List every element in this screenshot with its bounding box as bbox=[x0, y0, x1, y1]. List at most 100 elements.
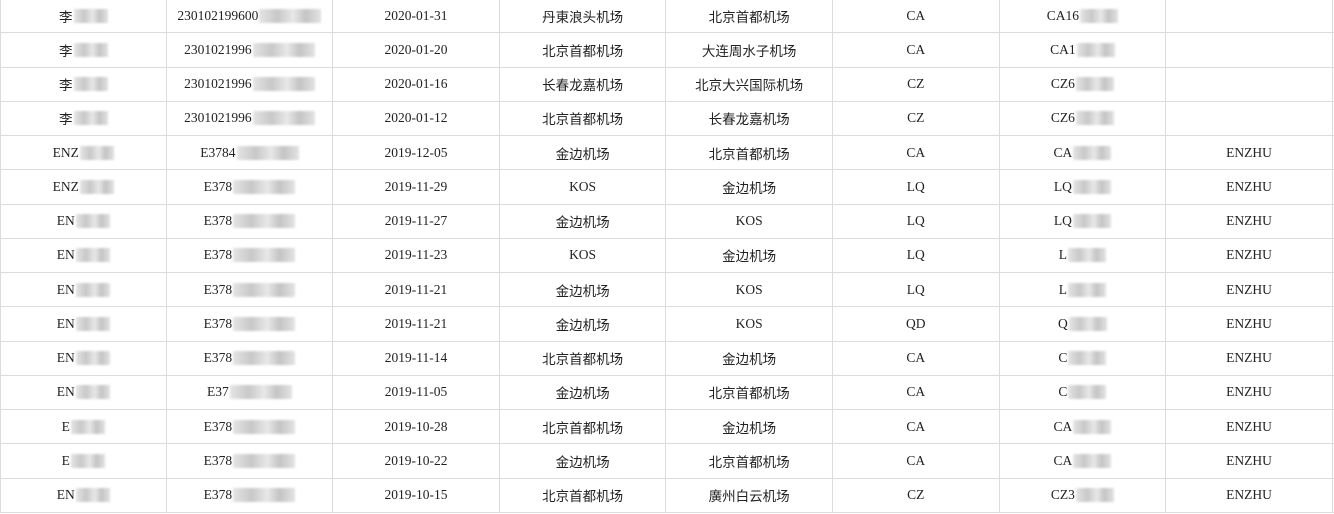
table-cell[interactable]: 李 bbox=[0, 67, 167, 101]
table-cell[interactable]: ENZ bbox=[0, 136, 167, 170]
table-cell[interactable]: 北京首都机场 bbox=[500, 33, 667, 67]
table-cell[interactable]: 北京首都机场 bbox=[666, 136, 833, 170]
table-cell[interactable]: LQ bbox=[1000, 170, 1167, 204]
table-cell[interactable]: KOS bbox=[666, 204, 833, 238]
table-cell[interactable]: CZ6 bbox=[1000, 101, 1167, 135]
table-cell[interactable]: 2019-11-14 bbox=[333, 341, 500, 375]
table-cell[interactable] bbox=[1166, 101, 1333, 135]
table-cell[interactable]: 金边机场 bbox=[500, 136, 667, 170]
table-cell[interactable]: CZ6 bbox=[1000, 67, 1167, 101]
table-cell[interactable] bbox=[1166, 67, 1333, 101]
table-cell[interactable]: E378 bbox=[167, 170, 334, 204]
table-cell[interactable]: KOS bbox=[500, 170, 667, 204]
table-cell[interactable]: CZ bbox=[833, 67, 1000, 101]
table-cell[interactable]: 2019-12-05 bbox=[333, 136, 500, 170]
table-cell[interactable]: E378 bbox=[167, 307, 334, 341]
table-cell[interactable]: 2019-11-27 bbox=[333, 204, 500, 238]
table-cell[interactable]: LQ bbox=[833, 170, 1000, 204]
table-cell[interactable]: E378 bbox=[167, 410, 334, 444]
table-cell[interactable]: KOS bbox=[666, 307, 833, 341]
table-cell[interactable]: E bbox=[0, 444, 167, 478]
table-cell[interactable]: 北京首都机场 bbox=[500, 101, 667, 135]
table-cell[interactable]: CZ bbox=[833, 478, 1000, 512]
table-cell[interactable]: 2020-01-16 bbox=[333, 67, 500, 101]
table-cell[interactable]: 2301021996 bbox=[167, 67, 334, 101]
table-cell[interactable]: CZ bbox=[833, 101, 1000, 135]
table-cell[interactable]: 丹東浪头机场 bbox=[500, 0, 667, 33]
table-cell[interactable]: 李 bbox=[0, 0, 167, 33]
table-cell[interactable]: 金边机场 bbox=[500, 375, 667, 409]
table-cell[interactable] bbox=[1166, 33, 1333, 67]
table-cell[interactable]: EN bbox=[0, 238, 167, 272]
table-cell[interactable]: 2019-10-22 bbox=[333, 444, 500, 478]
table-cell[interactable]: EN bbox=[0, 307, 167, 341]
table-cell[interactable]: 李 bbox=[0, 33, 167, 67]
table-cell[interactable]: CA bbox=[833, 444, 1000, 478]
table-cell[interactable]: ENZHU bbox=[1166, 136, 1333, 170]
table-cell[interactable]: ENZ bbox=[0, 170, 167, 204]
table-cell[interactable]: CA1 bbox=[1000, 33, 1167, 67]
table-cell[interactable]: L bbox=[1000, 273, 1167, 307]
table-cell[interactable]: 北京大兴国际机场 bbox=[666, 67, 833, 101]
table-cell[interactable]: 2301021996 bbox=[167, 101, 334, 135]
table-cell[interactable]: E3784 bbox=[167, 136, 334, 170]
table-cell[interactable]: KOS bbox=[500, 238, 667, 272]
table-cell[interactable]: CA bbox=[833, 341, 1000, 375]
table-cell[interactable]: ENZHU bbox=[1166, 273, 1333, 307]
table-cell[interactable]: CA16 bbox=[1000, 0, 1167, 33]
table-cell[interactable]: 北京首都机场 bbox=[666, 375, 833, 409]
table-cell[interactable]: 2019-11-21 bbox=[333, 307, 500, 341]
table-cell[interactable]: LQ bbox=[833, 238, 1000, 272]
table-cell[interactable]: ENZHU bbox=[1166, 375, 1333, 409]
table-cell[interactable]: LQ bbox=[833, 273, 1000, 307]
table-cell[interactable]: ENZHU bbox=[1166, 410, 1333, 444]
table-cell[interactable]: CA bbox=[833, 410, 1000, 444]
table-cell[interactable]: E378 bbox=[167, 478, 334, 512]
table-cell[interactable]: QD bbox=[833, 307, 1000, 341]
table-cell[interactable]: LQ bbox=[833, 204, 1000, 238]
table-cell[interactable]: ENZHU bbox=[1166, 444, 1333, 478]
table-cell[interactable]: EN bbox=[0, 273, 167, 307]
table-cell[interactable]: CA bbox=[1000, 444, 1167, 478]
table-cell[interactable]: 金边机场 bbox=[500, 273, 667, 307]
table-cell[interactable]: E378 bbox=[167, 273, 334, 307]
table-cell[interactable]: ENZHU bbox=[1166, 204, 1333, 238]
table-cell[interactable]: 北京首都机场 bbox=[666, 0, 833, 33]
table-cell[interactable]: 2019-11-23 bbox=[333, 238, 500, 272]
table-cell[interactable]: EN bbox=[0, 375, 167, 409]
table-cell[interactable]: 金边机场 bbox=[500, 444, 667, 478]
table-cell[interactable]: 廣州白云机场 bbox=[666, 478, 833, 512]
table-cell[interactable]: 北京首都机场 bbox=[500, 410, 667, 444]
table-cell[interactable]: ENZHU bbox=[1166, 170, 1333, 204]
table-cell[interactable]: 大连周水子机场 bbox=[666, 33, 833, 67]
table-cell[interactable]: 2019-11-21 bbox=[333, 273, 500, 307]
table-cell[interactable]: C bbox=[1000, 341, 1167, 375]
table-cell[interactable]: E378 bbox=[167, 444, 334, 478]
table-cell[interactable]: 2019-10-15 bbox=[333, 478, 500, 512]
table-cell[interactable]: ENZHU bbox=[1166, 307, 1333, 341]
table-cell[interactable]: 李 bbox=[0, 101, 167, 135]
table-cell[interactable]: 金边机场 bbox=[666, 170, 833, 204]
table-cell[interactable]: Q bbox=[1000, 307, 1167, 341]
table-cell[interactable]: CZ3 bbox=[1000, 478, 1167, 512]
table-cell[interactable]: E378 bbox=[167, 238, 334, 272]
table-cell[interactable]: 北京首都机场 bbox=[500, 341, 667, 375]
table-cell[interactable]: 2301021996 bbox=[167, 33, 334, 67]
table-cell[interactable]: 金边机场 bbox=[500, 307, 667, 341]
table-cell[interactable]: 金边机场 bbox=[500, 204, 667, 238]
table-cell[interactable]: EN bbox=[0, 478, 167, 512]
table-cell[interactable] bbox=[1166, 0, 1333, 33]
table-cell[interactable]: CA bbox=[1000, 136, 1167, 170]
table-cell[interactable]: ENZHU bbox=[1166, 341, 1333, 375]
table-cell[interactable]: CA bbox=[1000, 410, 1167, 444]
table-cell[interactable]: 2020-01-20 bbox=[333, 33, 500, 67]
table-cell[interactable]: 北京首都机场 bbox=[666, 444, 833, 478]
table-cell[interactable]: 长春龙嘉机场 bbox=[666, 101, 833, 135]
table-cell[interactable]: E378 bbox=[167, 341, 334, 375]
table-cell[interactable]: 长春龙嘉机场 bbox=[500, 67, 667, 101]
table-cell[interactable]: E378 bbox=[167, 204, 334, 238]
table-cell[interactable]: L bbox=[1000, 238, 1167, 272]
table-cell[interactable]: ENZHU bbox=[1166, 478, 1333, 512]
table-cell[interactable]: C bbox=[1000, 375, 1167, 409]
table-cell[interactable]: ENZHU bbox=[1166, 238, 1333, 272]
